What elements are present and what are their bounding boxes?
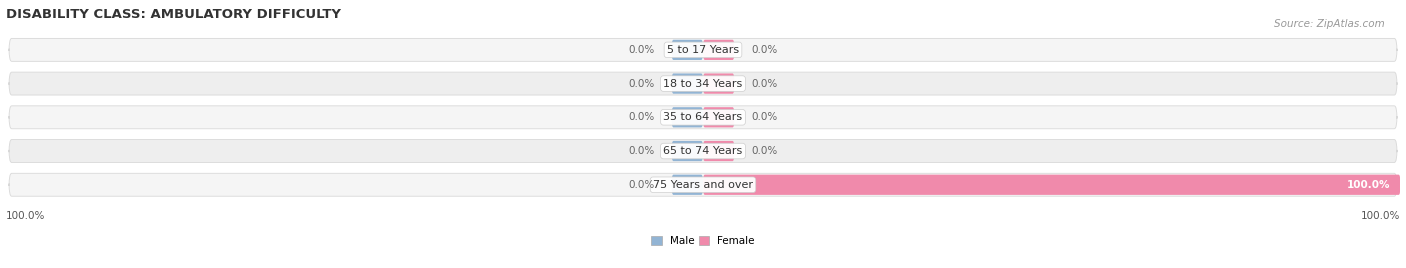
Text: 0.0%: 0.0% xyxy=(752,45,778,55)
FancyBboxPatch shape xyxy=(703,175,1400,195)
Text: 0.0%: 0.0% xyxy=(628,112,654,122)
FancyBboxPatch shape xyxy=(672,141,703,161)
FancyBboxPatch shape xyxy=(672,40,703,60)
FancyBboxPatch shape xyxy=(8,173,1398,196)
Text: 18 to 34 Years: 18 to 34 Years xyxy=(664,79,742,89)
Text: 35 to 64 Years: 35 to 64 Years xyxy=(664,112,742,122)
Text: 65 to 74 Years: 65 to 74 Years xyxy=(664,146,742,156)
Text: 0.0%: 0.0% xyxy=(752,112,778,122)
Text: 75 Years and over: 75 Years and over xyxy=(652,180,754,190)
Text: 0.0%: 0.0% xyxy=(752,146,778,156)
Text: 5 to 17 Years: 5 to 17 Years xyxy=(666,45,740,55)
Text: 100.0%: 100.0% xyxy=(6,211,45,221)
FancyBboxPatch shape xyxy=(8,72,1398,95)
Text: 0.0%: 0.0% xyxy=(628,146,654,156)
FancyBboxPatch shape xyxy=(672,107,703,127)
FancyBboxPatch shape xyxy=(672,175,703,195)
Text: 0.0%: 0.0% xyxy=(628,79,654,89)
Text: DISABILITY CLASS: AMBULATORY DIFFICULTY: DISABILITY CLASS: AMBULATORY DIFFICULTY xyxy=(6,8,340,21)
Text: 100.0%: 100.0% xyxy=(1347,180,1391,190)
FancyBboxPatch shape xyxy=(672,73,703,94)
Text: 0.0%: 0.0% xyxy=(752,79,778,89)
FancyBboxPatch shape xyxy=(703,141,734,161)
FancyBboxPatch shape xyxy=(8,38,1398,61)
Text: 0.0%: 0.0% xyxy=(628,45,654,55)
FancyBboxPatch shape xyxy=(703,73,734,94)
FancyBboxPatch shape xyxy=(8,140,1398,162)
FancyBboxPatch shape xyxy=(703,107,734,127)
Text: Source: ZipAtlas.com: Source: ZipAtlas.com xyxy=(1274,19,1385,29)
FancyBboxPatch shape xyxy=(8,106,1398,129)
FancyBboxPatch shape xyxy=(703,40,734,60)
Legend: Male, Female: Male, Female xyxy=(647,232,759,250)
Text: 100.0%: 100.0% xyxy=(1361,211,1400,221)
Text: 0.0%: 0.0% xyxy=(628,180,654,190)
